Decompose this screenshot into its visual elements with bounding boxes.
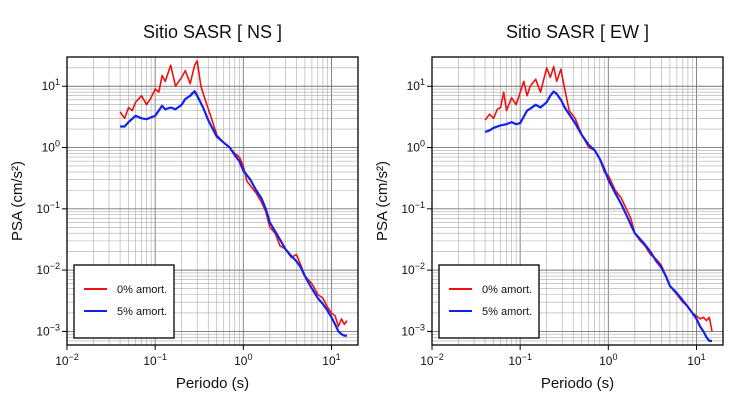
y-tick-label: 100 (42, 139, 60, 155)
legend-label: 5% amort. (117, 306, 167, 318)
x-tick-label: 101 (687, 352, 705, 368)
x-axis-label: Periodo (s) (176, 375, 249, 392)
legend-label: 5% amort. (482, 306, 532, 318)
chart-panel-1: Sitio SASR [ EW ] 10−2 10−1 100 101 10−3 10−2 1… (374, 22, 724, 392)
y-tick-label: 101 (407, 77, 425, 93)
legend-box (73, 264, 175, 339)
y-tick-label: 101 (42, 77, 60, 93)
legend-label: 0% amort. (117, 284, 167, 296)
plot-frame (431, 56, 724, 346)
y-tick-label: 10−1 (36, 200, 60, 216)
legend-box (438, 264, 540, 339)
x-axis-label: Periodo (s) (541, 375, 614, 392)
x-tick-label: 101 (322, 352, 340, 368)
legend: 0% amort. 5% amort. (438, 264, 540, 339)
y-tick-label: 10−3 (401, 322, 425, 338)
legend: 0% amort. 5% amort. (73, 264, 175, 339)
y-tick-label: 10−2 (36, 261, 60, 277)
y-tick-label: 10−3 (36, 322, 60, 338)
chart-title: Sitio SASR [ EW ] (506, 22, 649, 42)
series-line-blue (120, 90, 347, 337)
chart-panel-0: Sitio SASR [ NS ] 10−2 10−1 100 101 10−3 10−2 1… (9, 22, 359, 392)
x-tick-label: 100 (234, 352, 252, 368)
legend-label: 0% amort. (482, 284, 532, 296)
x-tick-label: 100 (599, 352, 617, 368)
x-tick-label: 10−1 (143, 352, 167, 368)
x-tick-label: 10−2 (55, 352, 79, 368)
y-tick-label: 10−1 (401, 200, 425, 216)
x-tick-label: 10−2 (420, 352, 444, 368)
y-tick-label: 100 (407, 139, 425, 155)
series-line-blue (484, 90, 712, 342)
plot-frame (66, 56, 359, 346)
chart-title: Sitio SASR [ NS ] (143, 22, 282, 42)
y-axis-label: PSA (cm/s²) (374, 161, 391, 241)
y-axis-label: PSA (cm/s²) (9, 161, 26, 241)
y-tick-label: 10−2 (401, 261, 425, 277)
x-tick-label: 10−1 (508, 352, 532, 368)
